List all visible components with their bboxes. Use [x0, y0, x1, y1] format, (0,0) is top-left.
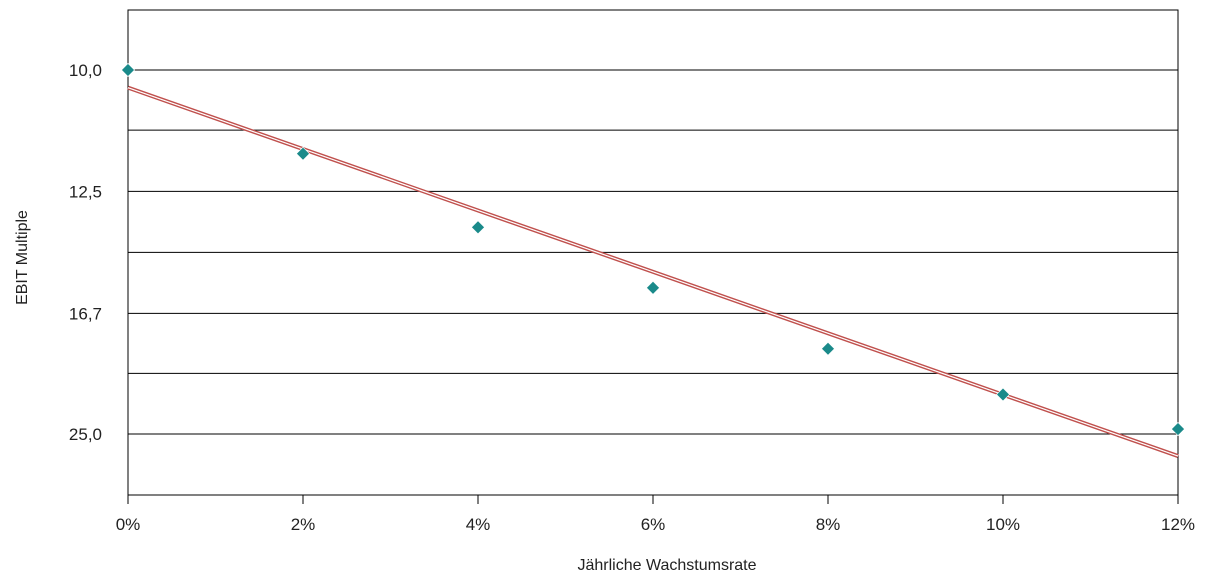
x-tick-label: 0% [116, 515, 141, 534]
y-tick-label: 12,5 [69, 182, 102, 201]
y-tick-label: 25,0 [69, 425, 102, 444]
x-tick-label: 8% [816, 515, 841, 534]
data-point-1 [296, 146, 310, 161]
data-point-0 [121, 63, 135, 77]
data-point-2 [471, 220, 485, 235]
y-tick-label: 16,7 [69, 304, 102, 323]
x-tick-label: 10% [986, 515, 1020, 534]
y-tick-label: 10,0 [69, 61, 102, 80]
data-point-6 [1171, 422, 1185, 436]
data-point-3 [646, 280, 660, 295]
y-axis-ticks: 10,0 12,5 16,7 25,0 [69, 61, 102, 444]
scatter-points [121, 63, 1185, 436]
x-tick-label: 12% [1161, 515, 1195, 534]
grid-lines [128, 69, 1178, 435]
x-axis-title: Jährliche Wachstumsrate [577, 557, 756, 574]
data-point-5 [996, 387, 1010, 402]
y-axis-title: EBIT Multiple [14, 210, 31, 305]
x-axis-ticks: 0% 2% 4% 6% 8% 10% 12% [116, 495, 1195, 534]
data-point-4 [821, 341, 835, 356]
trendline-core [127, 87, 1179, 457]
x-tick-label: 6% [641, 515, 666, 534]
trendline-group [127, 85, 1179, 458]
x-tick-label: 2% [291, 515, 316, 534]
x-tick-label: 4% [466, 515, 491, 534]
